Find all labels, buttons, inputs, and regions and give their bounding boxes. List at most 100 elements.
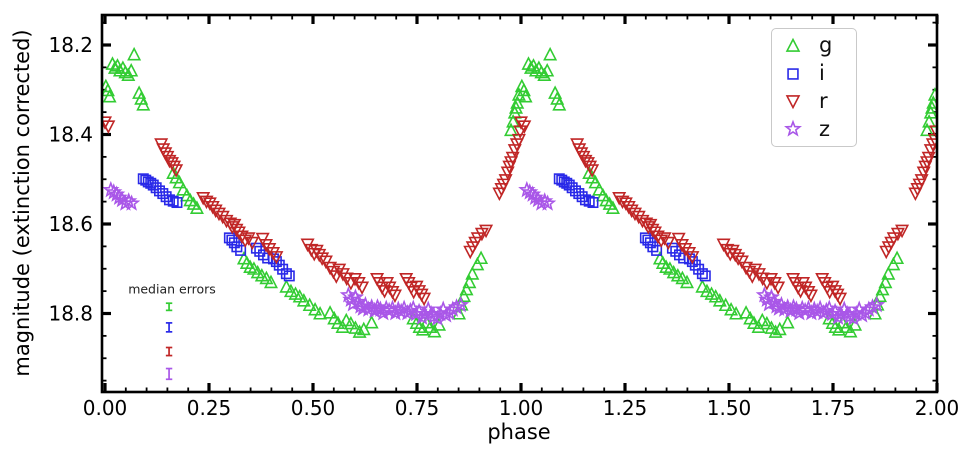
data-point-g (922, 114, 937, 128)
data-point-r (895, 224, 910, 239)
data-point-r (266, 247, 281, 261)
data-point-z (413, 308, 431, 325)
data-point-g (878, 274, 893, 289)
data-point-r (748, 263, 763, 278)
data-point-g (474, 250, 489, 265)
data-point-i (270, 256, 282, 268)
data-point-g (843, 323, 858, 338)
data-point-g (659, 259, 674, 274)
y-tick-label: 18.4 (48, 123, 93, 147)
data-point-g (172, 174, 187, 189)
data-point-g (718, 297, 733, 312)
legend-label-r: r (819, 88, 828, 113)
data-point-r (169, 164, 184, 178)
data-point-r (657, 232, 672, 246)
legend-label-g: g (819, 33, 833, 58)
median-error-bar-z (165, 367, 173, 381)
data-point-r (685, 251, 700, 265)
y-axis-label: magnitude (extinction corrected) (10, 29, 34, 377)
data-point-r (755, 272, 770, 287)
data-point-g (302, 297, 317, 312)
x-tick-label: 1.25 (603, 396, 648, 420)
data-point-g (263, 274, 278, 289)
data-point-r (728, 248, 743, 263)
data-point-g (780, 314, 795, 329)
data-point-g (427, 323, 442, 338)
data-point-i (686, 256, 698, 268)
data-point-g (459, 281, 474, 296)
data-point-g (259, 270, 274, 285)
data-point-g (890, 250, 905, 265)
data-point-r (102, 120, 116, 134)
data-point-i (670, 245, 682, 257)
data-point-g (124, 63, 139, 77)
data-point-g (296, 293, 311, 307)
y-tick-label: 18.6 (48, 212, 93, 236)
data-point-r (215, 210, 230, 225)
data-point-i (157, 188, 169, 200)
series-z (102, 180, 886, 326)
data-point-r (269, 251, 284, 265)
data-point-i (235, 244, 247, 256)
median-errors-label: median errors (128, 281, 216, 297)
legend-item-z: z (772, 116, 856, 142)
series-i (137, 173, 711, 282)
data-point-g (679, 274, 694, 289)
data-point-r (678, 243, 693, 257)
legend-marker-i-icon (787, 67, 799, 80)
data-point-g (412, 319, 427, 333)
data-point-g (176, 182, 191, 196)
median-error-bar-i (165, 322, 173, 333)
median-error-bar-r (165, 346, 173, 357)
data-point-z (371, 300, 390, 317)
data-point-g (313, 306, 328, 320)
data-point-i (150, 182, 162, 194)
data-point-g (456, 288, 472, 303)
data-point-r (764, 272, 779, 287)
data-point-r (323, 261, 338, 276)
data-point-z (829, 308, 847, 325)
data-point-r (258, 238, 274, 253)
data-point-r (348, 272, 363, 287)
data-point-r (627, 207, 642, 222)
median-error-bar-g (165, 302, 173, 312)
data-point-z (122, 194, 141, 211)
data-point-r (661, 236, 676, 251)
data-point-g (330, 315, 345, 329)
data-point-r (739, 261, 754, 276)
data-point-r (339, 272, 354, 287)
x-tick-label: 1.75 (811, 396, 856, 420)
data-point-g (504, 122, 519, 137)
data-point-g (881, 266, 896, 280)
series-g (102, 46, 937, 338)
legend-marker-g-icon (785, 37, 801, 52)
data-point-g (552, 97, 567, 111)
x-tick-label: 0.50 (291, 396, 336, 420)
data-point-g (102, 88, 117, 103)
data-point-g (729, 306, 744, 320)
data-point-g (712, 293, 727, 307)
data-point-r (645, 223, 660, 238)
data-point-r (229, 223, 244, 238)
data-point-i (579, 194, 591, 206)
data-point-r (500, 166, 515, 181)
data-point-r (731, 252, 746, 266)
data-point-r (833, 292, 848, 307)
data-point-g (465, 266, 480, 280)
data-point-r (771, 281, 786, 296)
data-point-r (674, 238, 690, 253)
data-point-i (696, 268, 708, 280)
data-point-g (127, 46, 142, 61)
data-points (102, 46, 937, 338)
data-point-i (163, 194, 175, 206)
data-point-r (202, 197, 217, 211)
data-point-g (510, 95, 525, 109)
data-point-g (768, 324, 783, 338)
data-point-r (479, 224, 494, 239)
data-point-i (573, 188, 585, 200)
data-point-g (875, 281, 890, 296)
legend-item-g: g (772, 33, 856, 59)
x-tick-label: 0.25 (187, 396, 232, 420)
